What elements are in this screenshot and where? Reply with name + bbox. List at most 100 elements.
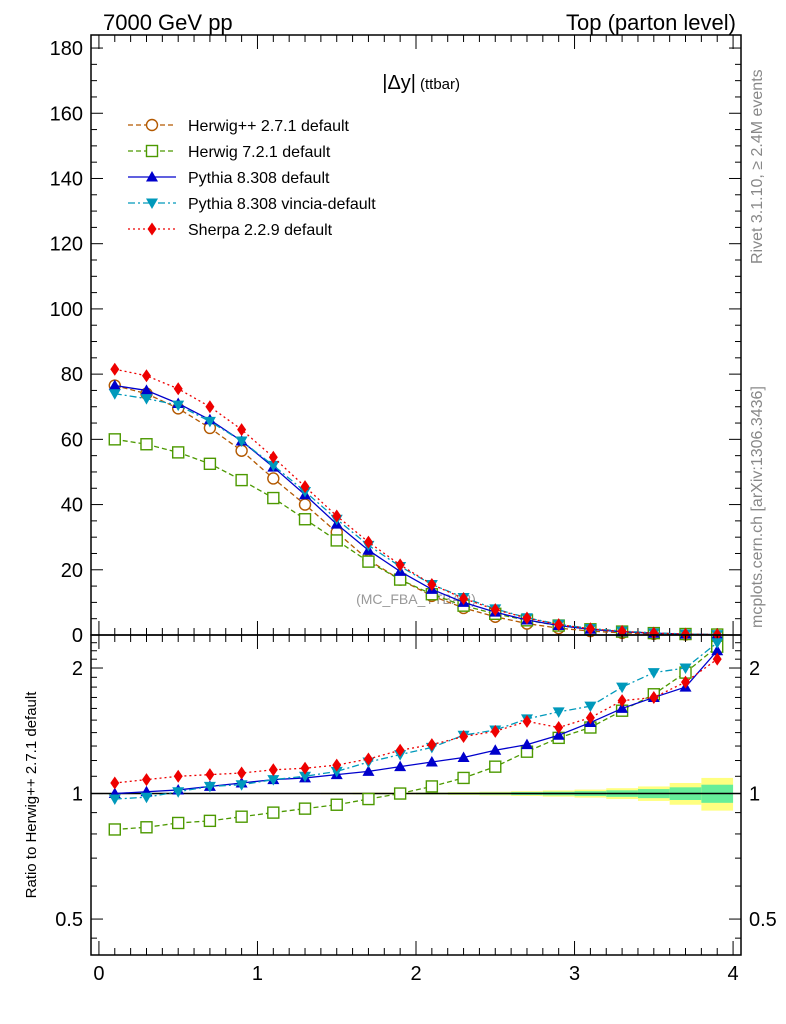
y-tick-label: 180 [50,38,83,60]
ratio-point-sherpa-2 [173,769,183,783]
main-point-sherpa-2 [173,382,183,396]
main-point-herwig7-8 [362,555,375,568]
main-point-pythia-0 [108,379,121,391]
ratio-point-pythia-16 [616,702,629,713]
main-panel-y-tick-labels: 0 20 40 60 80 100 120 140 160 180 [50,38,83,647]
ratio-point-sherpa-13 [522,714,532,728]
ratio-point-pythia-19 [711,644,724,656]
ratio-point-pythia-10 [425,756,438,767]
main-point-sherpa-17 [649,626,659,640]
ratio-point-sherpa-11 [459,730,469,744]
main-point-sherpa-3 [205,400,215,414]
ratio-point-herwig7-10 [425,780,439,793]
ratio-point-herwig7-2 [171,816,185,830]
ratio-point-pythia-9 [394,760,407,772]
legend-marker [146,171,158,182]
main-point-herwig7-2 [171,446,185,459]
ratio-series-vincia [108,638,724,806]
x-tick-label: 1 [252,963,263,985]
ratio-point-herwig7-9 [393,787,407,800]
main-line-vincia [114,393,718,636]
rivet-version-label: Rivet 3.1.10, ≥ 2.4M events [749,69,766,264]
ratio-panel: 0.5 0.5 1 1 2 2 0 1 2 3 4 Ratio to Herwig++ 2.7.1… [23,634,777,985]
ratio-series-sherpa [110,652,722,790]
ratio-y-tick-label: 2 [72,658,83,680]
ratio-panel-frame [90,634,742,956]
y-tick-label: 120 [50,234,83,256]
ratio-point-pythia-12 [489,744,502,755]
ratio-panel-series [108,638,724,836]
main-point-sherpa-13 [522,611,532,625]
main-line-sherpa [114,368,718,636]
y-tick-label: 20 [61,560,83,582]
ratio-y-tick-label-right: 1 [749,784,760,806]
legend: Herwig++ 2.7.1 default Herwig 7.2.1 defau… [128,118,376,239]
ratio-point-vincia-5 [267,775,280,786]
panel-title-main: |Δy| [382,72,416,94]
x-tick-label: 3 [569,963,580,985]
ratio-point-sherpa-17 [649,690,659,704]
y-tick-label: 100 [50,299,83,321]
ratio-point-vincia-14 [552,707,565,718]
panel-title-sub: (ttbar) [420,76,460,93]
legend-label: Herwig 7.2.1 default [188,144,331,161]
main-point-sherpa-4 [237,423,247,437]
main-point-herwig7-6 [298,513,312,526]
ratio-point-sherpa-5 [268,763,278,777]
ratio-point-pythia-13 [520,738,533,750]
y-tick-label: 40 [61,495,83,517]
ratio-point-sherpa-9 [395,743,405,757]
legend-marker [147,222,157,236]
main-point-sherpa-10 [427,577,437,591]
ratio-point-vincia-1 [140,792,153,804]
ratio-point-sherpa-12 [490,724,500,738]
ratio-point-vincia-2 [172,787,185,798]
main-point-herwig7-3 [203,457,217,471]
main-point-pythia-1 [140,384,153,395]
y-tick-label: 160 [50,103,83,125]
ratio-y-tick-label: 0.5 [55,909,83,931]
ratio-point-vincia-3 [203,781,216,793]
legend-item-herwig7: Herwig 7.2.1 default [128,144,331,161]
ratio-point-sherpa-1 [141,773,151,787]
ratio-point-vincia-7 [330,766,343,778]
y-tick-label: 0 [72,625,83,647]
main-point-sherpa-1 [141,369,151,383]
ratio-point-vincia-19 [711,638,724,649]
ratio-panel-ticks [91,635,741,955]
main-point-vincia-1 [140,394,153,405]
ratio-point-sherpa-3 [205,768,215,782]
main-point-herwig7-5 [267,491,280,505]
main-point-herwigpp-5 [267,472,280,485]
main-point-herwig7-1 [140,438,153,451]
ratio-point-herwig7-6 [298,802,312,815]
main-point-herwigpp-6 [298,498,312,511]
main-point-vincia-2 [172,400,185,412]
ratio-point-sherpa-0 [110,776,120,790]
x-tick-label: 0 [93,963,104,985]
legend-item-herwigpp: Herwig++ 2.7.1 default [128,118,350,135]
ratio-point-vincia-17 [647,668,660,679]
main-point-sherpa-0 [110,362,120,376]
ratio-point-sherpa-7 [332,758,342,772]
main-series-herwig7 [108,433,724,641]
main-point-vincia-5 [267,460,280,472]
x-tick-label: 2 [410,963,421,985]
ratio-y-tick-label-right: 0.5 [749,909,777,931]
legend-marker [145,118,159,132]
ratio-point-sherpa-18 [681,675,691,689]
ratio-point-vincia-16 [616,682,629,694]
main-point-sherpa-6 [300,480,310,494]
main-point-vincia-3 [203,416,216,428]
ratio-line-herwig7 [114,646,718,831]
ratio-point-pythia-11 [457,751,470,763]
main-point-herwig7-7 [330,534,343,547]
main-point-sherpa-9 [395,558,405,572]
main-point-vincia-0 [108,389,121,400]
main-point-sherpa-18 [681,627,691,641]
x-tick-label: 4 [728,963,739,985]
ratio-panel-x-tick-labels: 0 1 2 3 4 [93,963,738,985]
ratio-point-herwig7-0 [108,823,121,836]
